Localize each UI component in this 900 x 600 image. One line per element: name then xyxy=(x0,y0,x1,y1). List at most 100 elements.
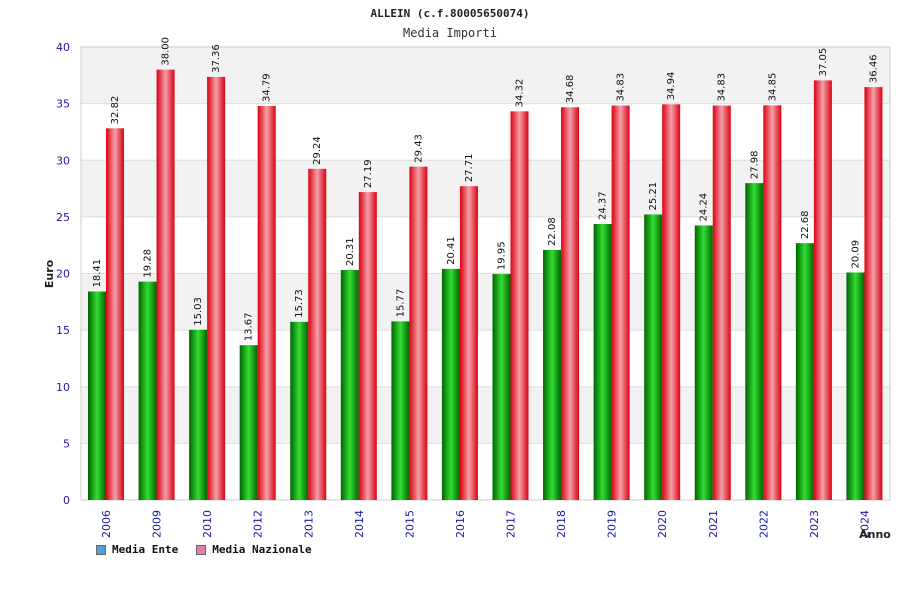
value-label-nazionale: 34.68 xyxy=(565,75,576,104)
value-label-nazionale: 37.05 xyxy=(818,48,829,77)
bar-media-ente xyxy=(846,272,865,500)
x-axis-ticks: 2006 2009 2010 2012 2013 2014 2015 2016 2017 2018… xyxy=(100,510,871,538)
bar-media-ente xyxy=(795,243,814,501)
bar-media-nazionale xyxy=(712,105,731,501)
chart-title: ALLEIN (c.f.80005650074) xyxy=(371,7,530,20)
value-label-ente: 18.41 xyxy=(92,259,103,288)
legend-label-ente: Media Ente xyxy=(112,543,179,556)
y-tick-label: 15 xyxy=(56,324,70,337)
bar-media-nazionale xyxy=(358,192,377,501)
value-label-ente: 15.73 xyxy=(294,289,305,318)
x-tick-label: 2013 xyxy=(302,510,315,538)
x-tick-label: 2010 xyxy=(201,510,214,538)
x-tick-label: 2018 xyxy=(555,510,568,538)
value-label-ente: 19.95 xyxy=(497,241,508,270)
x-tick-label: 2012 xyxy=(252,510,265,538)
bar-media-ente xyxy=(189,329,208,500)
bar-media-nazionale xyxy=(257,106,276,501)
y-tick-label: 5 xyxy=(63,437,70,450)
value-label-ente: 20.09 xyxy=(850,240,861,269)
chart-subtitle: Media Importi xyxy=(403,26,497,40)
y-axis-ticks: 0 5 10 15 20 25 30 35 40 xyxy=(56,41,70,507)
value-label-nazionale: 34.79 xyxy=(262,73,273,102)
x-tick-label: 2014 xyxy=(353,510,366,538)
value-label-nazionale: 34.32 xyxy=(515,79,526,108)
bar-media-nazionale xyxy=(156,69,175,501)
value-label-ente: 13.67 xyxy=(244,313,255,342)
x-axis-label: Anno xyxy=(859,528,891,541)
x-tick-label: 2022 xyxy=(757,510,770,538)
bar-media-ente xyxy=(239,345,258,500)
bar-media-nazionale xyxy=(207,76,226,500)
x-tick-label: 2023 xyxy=(808,510,821,538)
bar-media-nazionale xyxy=(510,111,529,501)
bar-media-ente xyxy=(694,225,713,500)
bar-media-ente xyxy=(593,224,612,500)
x-tick-label: 2016 xyxy=(454,510,467,538)
bar-media-nazionale xyxy=(308,168,327,500)
value-label-ente: 20.41 xyxy=(446,236,457,265)
bar-media-ente xyxy=(290,321,309,500)
value-label-ente: 25.21 xyxy=(648,182,659,211)
bar-media-ente xyxy=(644,214,663,500)
value-label-nazionale: 34.83 xyxy=(717,73,728,102)
y-tick-label: 40 xyxy=(56,41,70,54)
value-label-ente: 24.24 xyxy=(699,193,710,222)
bar-media-nazionale xyxy=(611,105,630,501)
x-tick-label: 2006 xyxy=(100,510,113,538)
x-tick-label: 2017 xyxy=(505,510,518,538)
value-label-ente: 15.03 xyxy=(193,297,204,326)
value-label-nazionale: 36.46 xyxy=(868,54,879,83)
bars: 18.41 32.82 19.28 38.00 15.03 37.36 13.67 34.79… xyxy=(88,37,883,501)
value-label-nazionale: 27.19 xyxy=(363,159,374,188)
bar-media-nazionale xyxy=(763,105,782,500)
bar-media-ente xyxy=(745,183,764,500)
bar-media-nazionale xyxy=(813,80,832,500)
legend-swatch-nazionale xyxy=(196,544,207,555)
value-label-ente: 19.28 xyxy=(143,249,154,278)
y-tick-label: 0 xyxy=(63,494,70,507)
plot-frame xyxy=(80,46,891,501)
y-tick-label: 35 xyxy=(56,98,70,111)
value-label-nazionale: 37.36 xyxy=(211,44,222,73)
bar-media-nazionale xyxy=(106,128,124,500)
bar-media-ente xyxy=(492,274,511,500)
bar-media-nazionale xyxy=(409,166,428,500)
value-label-ente: 27.98 xyxy=(749,150,760,179)
y-tick-label: 30 xyxy=(56,154,70,167)
value-label-ente: 20.31 xyxy=(345,237,356,266)
x-tick-label: 2024 xyxy=(858,510,871,538)
value-label-ente: 15.77 xyxy=(395,289,406,318)
legend: Media Ente Media Nazionale xyxy=(96,543,312,556)
legend-item-ente: Media Ente xyxy=(96,543,178,556)
value-label-nazionale: 32.82 xyxy=(110,96,121,125)
bar-media-nazionale xyxy=(864,87,883,500)
value-label-nazionale: 27.71 xyxy=(464,154,475,183)
y-tick-label: 25 xyxy=(56,211,70,224)
value-label-nazionale: 34.94 xyxy=(666,72,677,101)
value-label-nazionale: 38.00 xyxy=(161,37,172,66)
value-label-ente: 24.37 xyxy=(598,191,609,220)
bar-media-ente xyxy=(138,281,157,500)
y-tick-label: 10 xyxy=(56,381,70,394)
value-label-ente: 22.08 xyxy=(547,217,558,246)
bar-media-ente xyxy=(88,291,106,500)
bar-media-nazionale xyxy=(459,186,478,500)
bar-media-nazionale xyxy=(662,104,681,500)
legend-label-nazionale: Media Nazionale xyxy=(212,543,312,556)
y-tick-label: 20 xyxy=(56,268,70,281)
bar-media-ente xyxy=(340,269,359,500)
x-tick-label: 2019 xyxy=(606,510,619,538)
value-label-ente: 22.68 xyxy=(800,211,811,240)
legend-swatch-ente xyxy=(96,544,106,555)
x-tick-label: 2015 xyxy=(403,510,416,538)
bar-media-ente xyxy=(441,268,460,500)
value-label-nazionale: 29.24 xyxy=(312,136,323,165)
value-label-nazionale: 29.43 xyxy=(413,134,424,163)
bar-media-ente xyxy=(391,321,410,500)
value-label-nazionale: 34.83 xyxy=(616,73,627,102)
legend-item-nazionale: Media Nazionale xyxy=(196,543,312,556)
x-tick-label: 2021 xyxy=(707,510,720,538)
x-tick-label: 2020 xyxy=(656,510,669,538)
